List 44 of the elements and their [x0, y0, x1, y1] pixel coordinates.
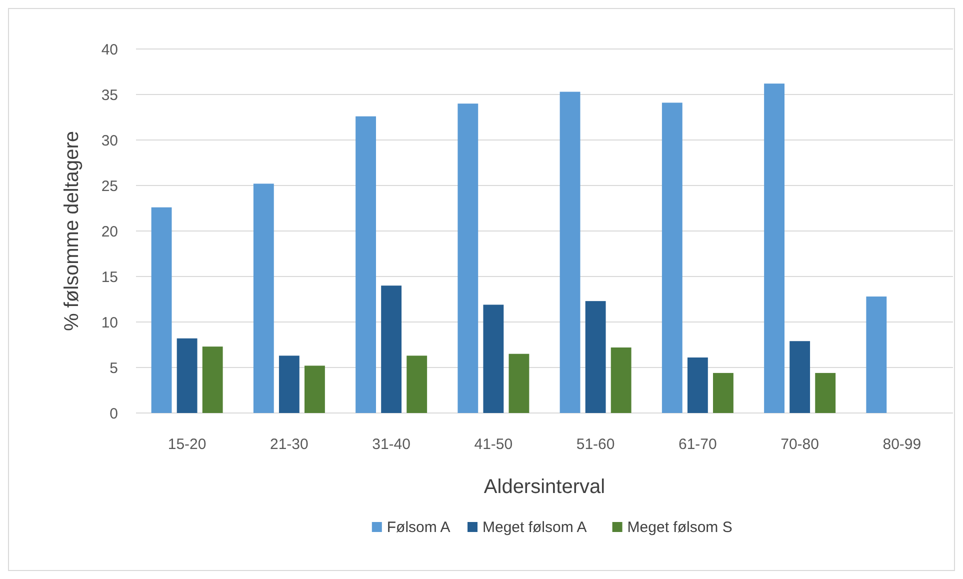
bar: [151, 207, 172, 413]
y-tick-label: 5: [110, 360, 118, 377]
x-tick-label: 15-20: [168, 436, 206, 453]
legend-label: Meget følsom A: [482, 519, 587, 536]
bar: [304, 366, 325, 413]
bar: [662, 102, 682, 413]
y-tick-label: 25: [101, 178, 118, 195]
bar: [687, 357, 708, 413]
y-tick-label: 20: [101, 223, 118, 240]
x-tick-label: 41-50: [474, 436, 513, 453]
x-tick-label: 31-40: [372, 436, 410, 453]
x-tick-label: 51-60: [576, 436, 615, 453]
bar: [381, 286, 402, 413]
bar: [483, 304, 504, 413]
bar: [585, 301, 606, 413]
bar: [253, 184, 274, 413]
y-tick-label: 0: [110, 405, 118, 422]
y-tick-label: 40: [101, 41, 118, 58]
bar: [764, 84, 784, 413]
bar: [713, 372, 734, 413]
y-axis-title: % følsomme deltagere: [61, 130, 83, 332]
bar: [508, 354, 530, 413]
bar: [815, 372, 836, 413]
bar: [610, 347, 632, 413]
bar: [866, 296, 887, 413]
x-tick-label: 70-80: [780, 436, 819, 453]
bar: [458, 104, 478, 413]
x-axis-title: Aldersinterval: [484, 476, 606, 498]
bar: [278, 356, 300, 413]
x-tick-label: 61-70: [678, 436, 717, 453]
bar: [202, 346, 223, 413]
y-tick-label: 15: [101, 268, 118, 286]
bar: [176, 338, 198, 413]
legend-label: Følsom A: [386, 519, 450, 536]
y-tick-label: 30: [101, 132, 118, 150]
x-tick-label: 21-30: [270, 436, 308, 453]
bar: [560, 92, 580, 413]
bar: [356, 116, 376, 413]
y-tick-label: 35: [101, 86, 118, 104]
x-tick-label: 80-99: [882, 436, 922, 453]
y-tick-label: 10: [101, 314, 118, 332]
bar: [790, 341, 810, 413]
legend-label: Meget følsom S: [627, 519, 732, 536]
bar: [406, 356, 428, 413]
